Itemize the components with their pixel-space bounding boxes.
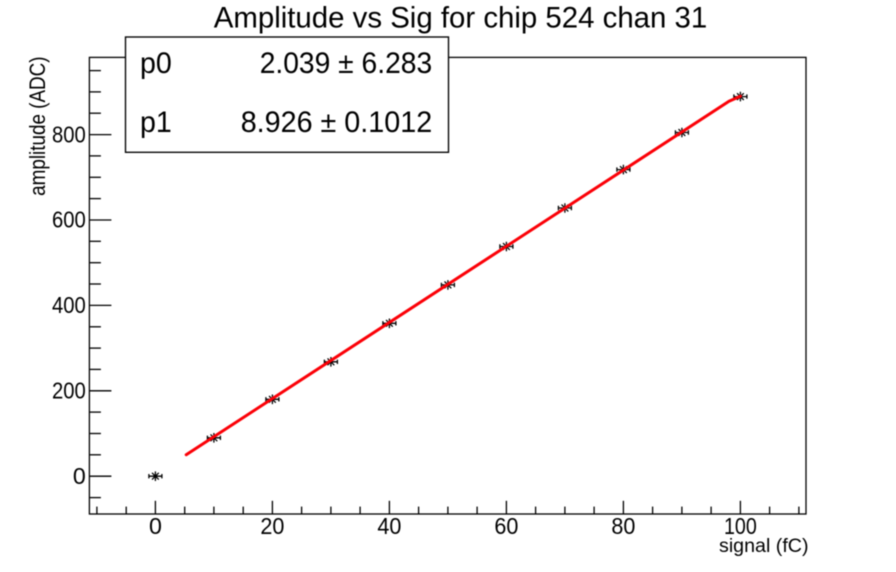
svg-text:2.039 ± 6.283: 2.039 ± 6.283 <box>260 47 433 80</box>
svg-text:40: 40 <box>377 513 401 539</box>
svg-text:800: 800 <box>52 121 86 147</box>
svg-text:p0: p0 <box>140 47 172 80</box>
svg-text:amplitude (ADC): amplitude (ADC) <box>25 56 50 196</box>
svg-text:100: 100 <box>724 513 757 539</box>
svg-text:0: 0 <box>149 513 162 539</box>
svg-text:0: 0 <box>73 463 86 489</box>
svg-text:Amplitude vs Sig for chip 524: Amplitude vs Sig for chip 524 chan 31 <box>214 1 708 34</box>
svg-text:8.926 ± 0.1012: 8.926 ± 0.1012 <box>241 106 433 139</box>
svg-text:60: 60 <box>494 513 518 539</box>
svg-text:400: 400 <box>52 292 86 318</box>
svg-text:200: 200 <box>52 378 86 404</box>
svg-text:600: 600 <box>52 207 86 233</box>
svg-text:p1: p1 <box>140 106 172 139</box>
svg-text:80: 80 <box>611 513 635 539</box>
svg-text:signal (fC): signal (fC) <box>719 536 809 557</box>
svg-text:20: 20 <box>260 513 284 539</box>
